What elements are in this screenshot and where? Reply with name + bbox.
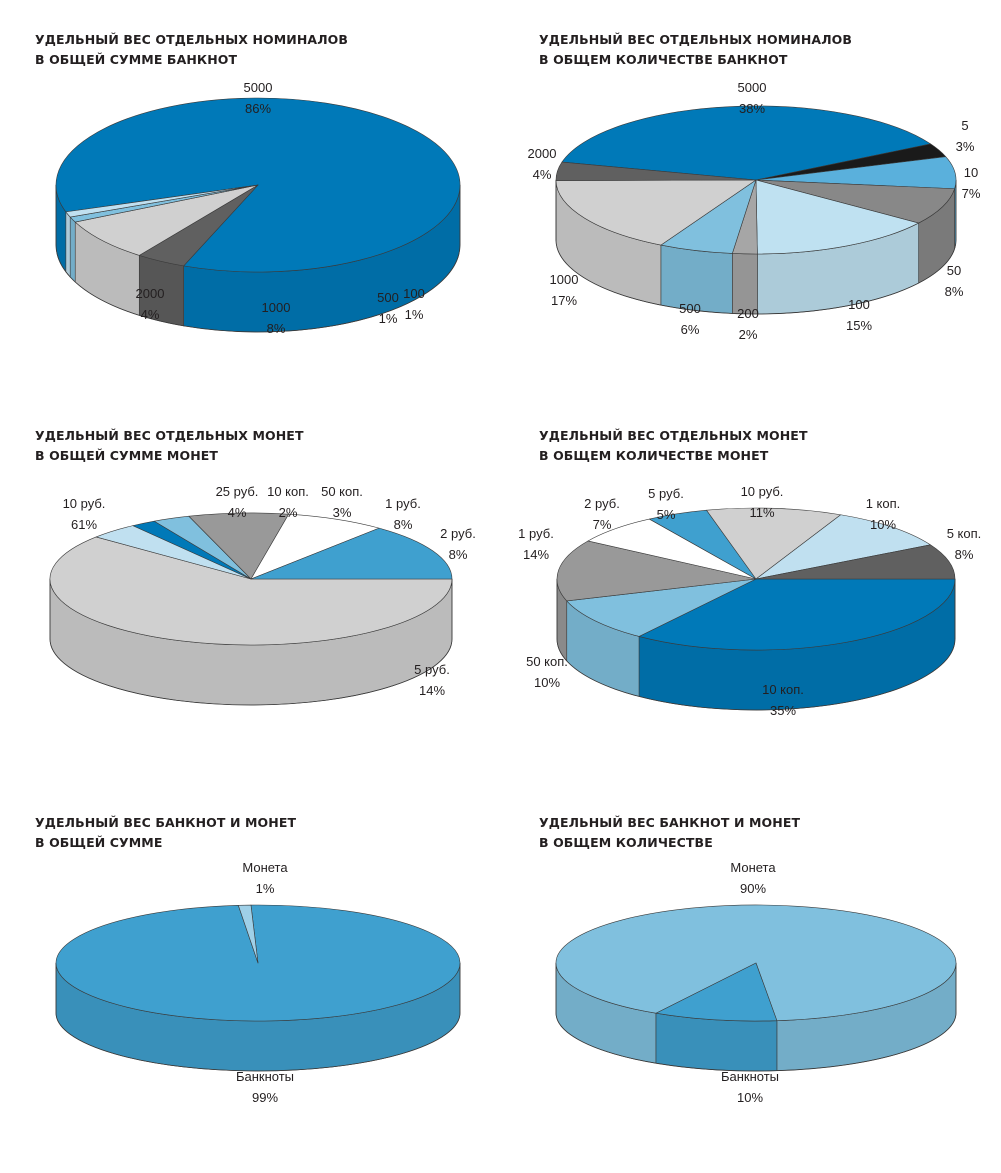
slice-value-монета: 90% [740, 881, 766, 896]
slice-label-5000: 5000 [244, 80, 273, 95]
slice-value-5-руб: 14% [419, 683, 445, 698]
slice-value-5-коп: 8% [955, 547, 974, 562]
slice-label-монета: Монета [730, 860, 776, 875]
slice-value-2000: 4% [141, 307, 160, 322]
pie-chart: 10 руб. 61% 25 руб. 4% 10 коп. 2% 50 коп. 3% 1 р… [0, 426, 480, 786]
slice-value-5000: 38% [739, 101, 765, 116]
pie-tops [556, 106, 956, 254]
pie-tops [56, 905, 460, 1021]
pie-side-100 [66, 212, 70, 277]
slice-label-5000: 5000 [738, 80, 767, 95]
slice-value-10-коп: 35% [770, 703, 796, 718]
slice-label-10-руб: 10 руб. [63, 496, 106, 511]
slice-value-монета: 1% [256, 881, 275, 896]
slice-value-10-коп: 2% [279, 505, 298, 520]
slice-label-монета: Монета [242, 860, 288, 875]
slice-value-10-руб: 11% [749, 505, 774, 520]
slice-value-100: 15% [846, 318, 872, 333]
slice-value-1-руб: 8% [394, 517, 413, 532]
slice-label-5-руб: 5 руб. [648, 486, 684, 501]
pie-tops [50, 513, 452, 645]
slice-label-5-коп: 5 коп. [947, 526, 982, 541]
slice-value-банкноты: 99% [252, 1090, 278, 1105]
slice-label-100: 100 [403, 286, 425, 301]
slice-label-1000: 1000 [550, 272, 579, 287]
slice-label-1-руб: 1 руб. [518, 526, 554, 541]
slice-label-1-коп: 1 коп. [866, 496, 901, 511]
slice-value-1000: 8% [267, 321, 286, 336]
slice-label-50: 50 [947, 263, 961, 278]
slice-value-200: 2% [739, 327, 758, 342]
slice-value-5000: 86% [245, 101, 271, 116]
slice-value-500: 6% [681, 322, 700, 337]
chart-banknotes-count: УДЕЛЬНЫЙ ВЕС ОТДЕЛЬНЫХ НОМИНАЛОВ В ОБЩЕМ… [504, 30, 984, 390]
slice-label-10-руб: 10 руб. [741, 484, 784, 499]
slice-label-500: 500 [679, 301, 701, 316]
slice-label-5: 5 [961, 118, 968, 133]
pie-tops [556, 905, 956, 1021]
pie-chart: 10 коп. 35% 50 коп. 10% 1 руб. 14% 2 руб. 7% 5 р… [504, 426, 984, 786]
slice-label-2000: 2000 [136, 286, 165, 301]
slice-label-100: 100 [848, 297, 870, 312]
slice-label-50-коп: 50 коп. [321, 484, 363, 499]
chart-coins-value: УДЕЛЬНЫЙ ВЕС ОТДЕЛЬНЫХ МОНЕТ В ОБЩЕЙ СУМ… [0, 426, 480, 786]
slice-value-5: 3% [956, 139, 975, 154]
slice-label-10-коп: 10 коп. [267, 484, 309, 499]
slice-value-100: 1% [405, 307, 424, 322]
slice-value-50: 8% [945, 284, 964, 299]
slice-label-25-руб: 25 руб. [216, 484, 259, 499]
pie-side-банкноты [656, 1013, 777, 1071]
slice-value-10: 7% [962, 186, 981, 201]
slice-label-банкноты: Банкноты [721, 1069, 779, 1084]
slice-label-1000: 1000 [262, 300, 291, 315]
slice-label-500: 500 [377, 290, 399, 305]
chart-banknotes-coins-count: УДЕЛЬНЫЙ ВЕС БАНКНОТ И МОНЕТ В ОБЩЕМ КОЛ… [504, 813, 984, 1173]
pie-tops [56, 98, 460, 272]
pie-chart: 5000 86% 2000 4% 1000 8% 500 1% 100 1% [0, 30, 480, 390]
slice-label-1-руб: 1 руб. [385, 496, 421, 511]
chart-coins-count: УДЕЛЬНЫЙ ВЕС ОТДЕЛЬНЫХ МОНЕТ В ОБЩЕМ КОЛ… [504, 426, 984, 786]
chart-banknotes-value: УДЕЛЬНЫЙ ВЕС ОТДЕЛЬНЫХ НОМИНАЛОВ В ОБЩЕЙ… [0, 30, 480, 390]
pie-chart: Монета 90% Банкноты 10% [504, 813, 984, 1123]
slice-value-50-коп: 3% [333, 505, 352, 520]
slice-value-1000: 17% [551, 293, 577, 308]
slice-value-10-руб: 61% [71, 517, 97, 532]
slice-value-25-руб: 4% [228, 505, 247, 520]
slice-value-5-руб: 5% [657, 507, 676, 522]
slice-value-1-коп: 10% [870, 517, 896, 532]
slice-value-50-коп: 10% [534, 675, 560, 690]
slice-value-банкноты: 10% [737, 1090, 763, 1105]
slice-label-10: 10 [964, 165, 978, 180]
slice-value-2-руб: 7% [593, 517, 612, 532]
slice-label-2-руб: 2 руб. [440, 526, 476, 541]
slice-label-банкноты: Банкноты [236, 1069, 294, 1084]
slice-value-500: 1% [379, 311, 398, 326]
slice-label-2-руб: 2 руб. [584, 496, 620, 511]
slice-label-200: 200 [737, 306, 759, 321]
slice-label-5-руб: 5 руб. [414, 662, 450, 677]
chart-banknotes-coins-value: УДЕЛЬНЫЙ ВЕС БАНКНОТ И МОНЕТ В ОБЩЕЙ СУМ… [0, 813, 480, 1173]
slice-value-2000: 4% [533, 167, 552, 182]
pie-side-200 [732, 253, 757, 314]
pie-side-500 [70, 217, 75, 282]
slice-label-10-коп: 10 коп. [762, 682, 804, 697]
pie-chart: 5000 38% 5 3% 10 7% 50 8% 100 15% 200 2% 500 6% 1000 17… [504, 30, 984, 390]
slice-label-50-коп: 50 коп. [526, 654, 568, 669]
slice-value-2-руб: 8% [449, 547, 468, 562]
pie-chart: Банкноты 99% Монета 1% [0, 813, 480, 1123]
slice-label-2000: 2000 [528, 146, 557, 161]
slice-value-1-руб: 14% [523, 547, 549, 562]
